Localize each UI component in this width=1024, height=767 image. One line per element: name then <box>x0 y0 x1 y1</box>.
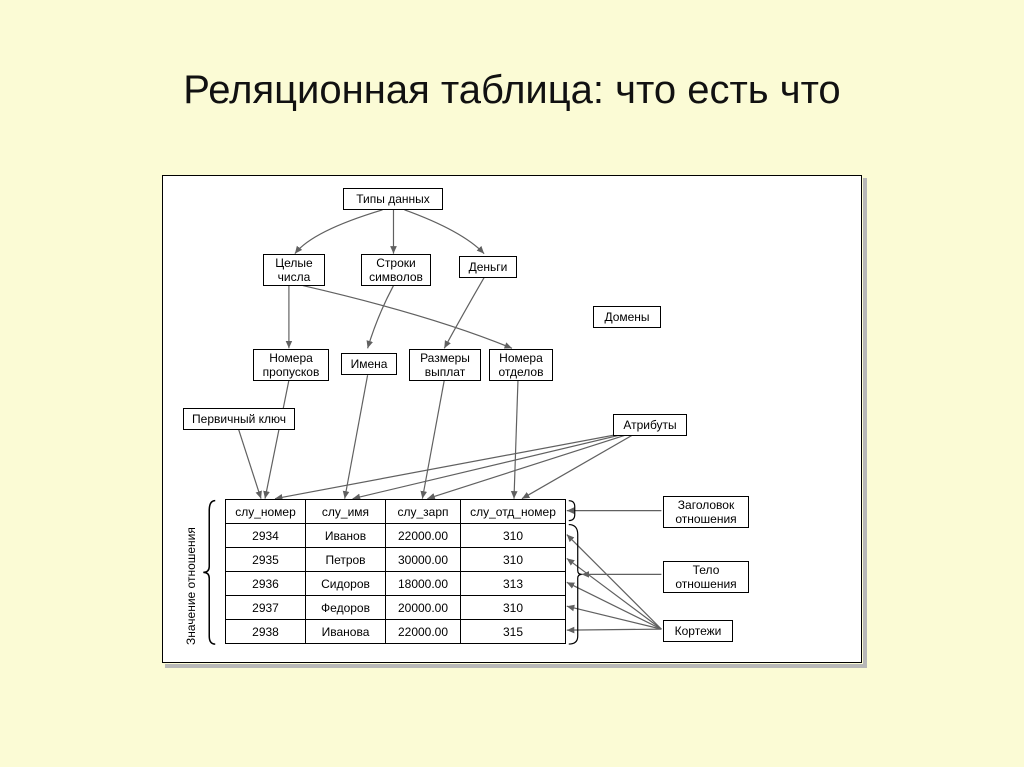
cell: Сидоров <box>306 572 386 596</box>
box-pay-sizes: Размеры выплат <box>409 349 481 381</box>
cell: 30000.00 <box>386 548 461 572</box>
box-strings: Строки символов <box>361 254 431 286</box>
cell: Федоров <box>306 596 386 620</box>
cell: Иванова <box>306 620 386 644</box>
cell: 22000.00 <box>386 620 461 644</box>
cell: 2936 <box>226 572 306 596</box>
cell: 20000.00 <box>386 596 461 620</box>
relation-table: слу_номер слу_имя слу_зарп слу_отд_номер… <box>225 499 566 644</box>
box-rel-body: Тело отношения <box>663 561 749 593</box>
box-money: Деньги <box>459 256 517 278</box>
value-of-relation-label: Значение отношения <box>181 516 201 656</box>
col-header-3: слу_отд_номер <box>461 500 566 524</box>
table-row: 2938 Иванова 22000.00 315 <box>226 620 566 644</box>
table-row: 2935 Петров 30000.00 310 <box>226 548 566 572</box>
cell: 2937 <box>226 596 306 620</box>
box-attributes: Атрибуты <box>613 414 687 436</box>
box-pass-numbers: Номера пропусков <box>253 349 329 381</box>
box-primary-key: Первичный ключ <box>183 408 295 430</box>
table-row: 2934 Иванов 22000.00 310 <box>226 524 566 548</box>
box-dept-numbers: Номера отделов <box>489 349 553 381</box>
col-header-1: слу_имя <box>306 500 386 524</box>
cell: 2938 <box>226 620 306 644</box>
cell: Иванов <box>306 524 386 548</box>
cell: 310 <box>461 596 566 620</box>
cell: 2934 <box>226 524 306 548</box>
box-names: Имена <box>341 353 397 375</box>
table-row: 2937 Федоров 20000.00 310 <box>226 596 566 620</box>
table-header-row: слу_номер слу_имя слу_зарп слу_отд_номер <box>226 500 566 524</box>
table-row: 2936 Сидоров 18000.00 313 <box>226 572 566 596</box>
table-body: 2934 Иванов 22000.00 310 2935 Петров 300… <box>226 524 566 644</box>
col-header-2: слу_зарп <box>386 500 461 524</box>
page-title: Реляционная таблица: что есть что <box>0 68 1024 113</box>
diagram-frame: Типы данных Целые числа Строки символов … <box>162 175 862 663</box>
cell: 310 <box>461 524 566 548</box>
cell: 310 <box>461 548 566 572</box>
box-integers: Целые числа <box>263 254 325 286</box>
box-data-types: Типы данных <box>343 188 443 210</box>
cell: 315 <box>461 620 566 644</box>
cell: 2935 <box>226 548 306 572</box>
cell: 18000.00 <box>386 572 461 596</box>
col-header-0: слу_номер <box>226 500 306 524</box>
cell: 22000.00 <box>386 524 461 548</box>
box-tuples: Кортежи <box>663 620 733 642</box>
cell: 313 <box>461 572 566 596</box>
cell: Петров <box>306 548 386 572</box>
box-domains: Домены <box>593 306 661 328</box>
box-rel-header: Заголовок отношения <box>663 496 749 528</box>
